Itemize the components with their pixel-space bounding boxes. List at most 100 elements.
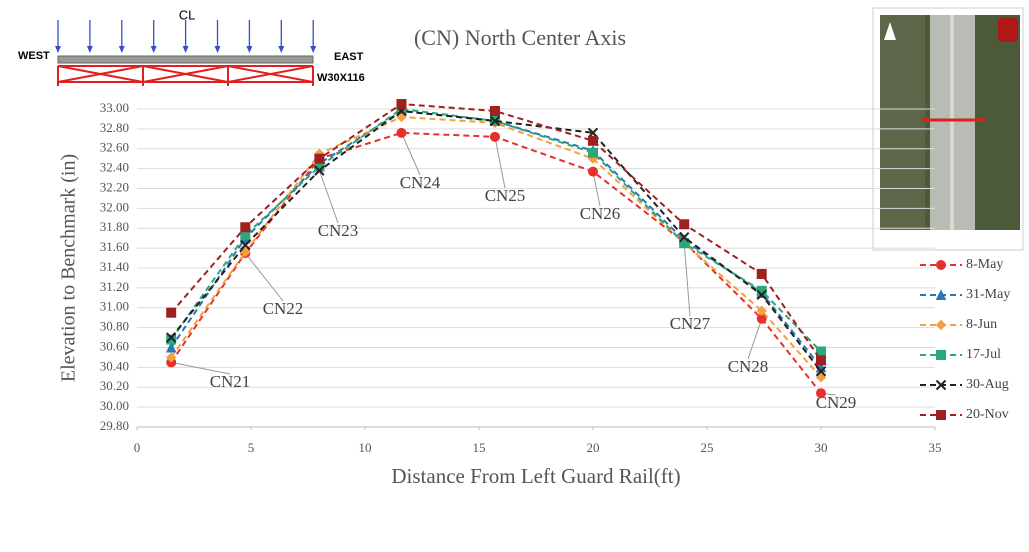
legend-label: 30-Aug (966, 377, 1009, 392)
point-label: CN25 (485, 186, 526, 205)
marker (815, 372, 827, 383)
legend-marker (935, 379, 947, 391)
legend-label: 8-May (966, 257, 1003, 272)
marker (756, 289, 767, 301)
x-tick-label: 30 (815, 440, 828, 455)
map-trees (880, 15, 925, 230)
chart-title: (CN) North Center Axis (414, 25, 626, 50)
north-arrow (884, 22, 896, 40)
marker (756, 305, 767, 316)
x-tick-label: 10 (359, 440, 372, 455)
y-tick-label: 32.00 (100, 199, 129, 214)
y-tick-label: 31.20 (100, 279, 129, 294)
y-tick-label: 32.20 (100, 179, 129, 194)
arrow-head (118, 46, 125, 53)
point-label: CN24 (400, 173, 441, 192)
legend-label: 8-Jun (966, 317, 997, 332)
y-axis-title: Elevation to Benchmark (in) (58, 154, 80, 382)
y-tick-label: 31.00 (100, 299, 129, 314)
series-line (170, 103, 822, 361)
y-tick-label: 31.80 (100, 219, 129, 234)
x-tick-label: 25 (701, 440, 714, 455)
marker (489, 131, 500, 142)
marker (240, 239, 251, 251)
leader-line (683, 243, 691, 317)
arrow-head (246, 46, 253, 53)
marker (166, 334, 177, 345)
point-label: CN22 (263, 299, 304, 318)
leader-line (592, 171, 601, 207)
y-tick-label: 33.00 (100, 100, 129, 115)
west-label: WEST (18, 50, 50, 62)
centerline-label: CL (179, 7, 196, 22)
bracing (57, 65, 314, 86)
legend-marker (935, 319, 947, 331)
y-tick-label: 32.80 (100, 120, 129, 135)
beam (57, 55, 314, 64)
marker (588, 166, 598, 177)
point-label: CN23 (318, 221, 359, 240)
map-median (950, 15, 954, 230)
point-label: CN21 (210, 372, 251, 391)
leader-line (401, 132, 421, 176)
y-tick-label: 30.20 (100, 378, 129, 393)
point-label: CN28 (728, 357, 769, 376)
y-tick-label: 30.80 (100, 319, 129, 334)
y-tick-label: 30.60 (100, 338, 129, 353)
marker (588, 135, 598, 146)
leader-line (494, 136, 506, 189)
y-tick-label: 31.40 (100, 259, 129, 274)
arrow-head (55, 46, 61, 53)
marker (240, 246, 251, 258)
legend-label: 31-May (966, 287, 1010, 302)
marker (396, 99, 407, 110)
section-label: W30X116 (317, 72, 365, 84)
marker (240, 222, 251, 233)
marker (756, 268, 767, 279)
x-axis-title: Distance From Left Guard Rail(ft) (391, 464, 680, 488)
marker (314, 165, 325, 176)
marker (816, 388, 826, 399)
y-tick-label: 31.60 (100, 239, 129, 254)
leader-line (171, 361, 231, 375)
series-line (170, 109, 822, 372)
marker (166, 307, 177, 318)
legend-marker (936, 350, 946, 360)
point-label: CN26 (580, 204, 621, 223)
arrow-head (182, 46, 189, 53)
marker (396, 111, 407, 123)
legend-marker (936, 260, 946, 270)
leader-line (244, 252, 284, 302)
x-tick-label: 15 (473, 440, 486, 455)
x-tick-label: 35 (929, 440, 942, 455)
marker (314, 153, 325, 164)
marker (165, 352, 177, 363)
arrow-head (278, 46, 285, 53)
legend-label: 17-Jul (966, 347, 1001, 362)
marker (489, 105, 500, 116)
point-label: CN27 (670, 314, 711, 333)
marker (679, 219, 690, 230)
y-tick-label: 32.40 (100, 160, 129, 175)
marker (489, 115, 501, 127)
marker (815, 366, 827, 377)
east-label: EAST (334, 51, 364, 63)
y-tick-label: 32.60 (100, 140, 129, 155)
y-tick-label: 30.00 (100, 398, 129, 413)
marker (165, 332, 177, 343)
x-tick-label: 5 (248, 440, 255, 455)
arrow-head (214, 46, 221, 53)
bridge-diagram: CL WEST EAST W30X116 (18, 7, 365, 86)
x-tick-label: 20 (587, 440, 600, 455)
arrow-head (86, 46, 93, 53)
marker (678, 231, 690, 243)
marker (588, 147, 598, 158)
marker (816, 355, 826, 366)
marker (679, 238, 690, 249)
marker (165, 341, 177, 353)
x-tick-label: 0 (134, 440, 141, 455)
leader-line (747, 318, 763, 360)
legend-label: 20-Nov (966, 407, 1009, 422)
